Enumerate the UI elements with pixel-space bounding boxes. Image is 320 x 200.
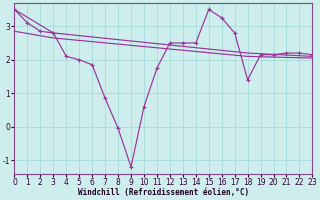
X-axis label: Windchill (Refroidissement éolien,°C): Windchill (Refroidissement éolien,°C) [78, 188, 249, 197]
